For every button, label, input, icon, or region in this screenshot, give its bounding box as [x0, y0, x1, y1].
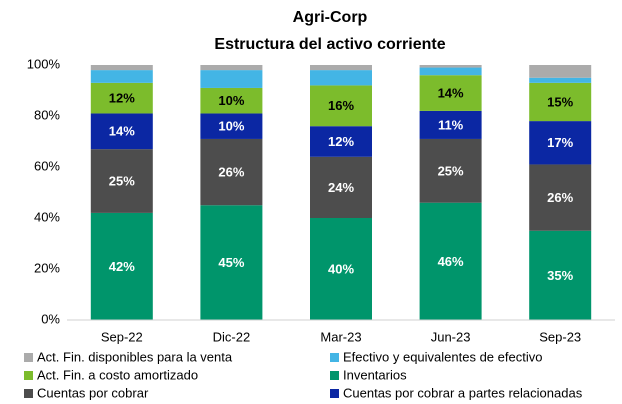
data-label: 16%	[328, 98, 354, 113]
y-tick-label: 100%	[27, 56, 61, 71]
y-tick-label: 20%	[34, 260, 60, 275]
y-tick-label: 80%	[34, 107, 60, 122]
data-label: 24%	[328, 180, 354, 195]
bar-segment	[419, 67, 482, 76]
bar-segment	[529, 77, 592, 83]
bar-segment	[90, 82, 153, 114]
data-label: 14%	[109, 124, 135, 139]
x-tick-label: Jun-23	[431, 329, 471, 344]
y-tick-label: 60%	[34, 158, 60, 173]
data-label: 10%	[218, 93, 244, 108]
bar-segment	[200, 138, 263, 206]
bar-segment	[529, 65, 592, 78]
data-label: 45%	[218, 255, 244, 270]
bar-segment	[90, 70, 153, 83]
bar-segment	[419, 138, 482, 203]
data-label: 10%	[218, 119, 244, 134]
legend-label: Cuentas por cobrar a partes relacionadas	[343, 385, 583, 400]
data-label: 25%	[109, 173, 135, 188]
chart-title: Agri-Corp	[293, 9, 368, 26]
data-label: 17%	[547, 135, 573, 150]
y-tick-label: 40%	[34, 209, 60, 224]
bar-segment	[310, 156, 372, 218]
data-label: 14%	[438, 85, 464, 100]
bar-segment	[90, 65, 153, 71]
y-tick-label: 0%	[41, 311, 60, 326]
bar-segment	[419, 65, 482, 68]
data-label: 46%	[438, 254, 464, 269]
bar-segment	[310, 65, 372, 71]
data-label: 12%	[328, 134, 354, 149]
data-label: 35%	[547, 268, 573, 283]
bar-segment	[200, 113, 263, 139]
data-label: 12%	[109, 91, 135, 106]
legend-swatch	[330, 389, 339, 398]
bar-segment	[419, 110, 482, 139]
bar-segment	[90, 212, 153, 320]
bar-segment	[529, 121, 592, 165]
legend-label: Inventarios	[343, 367, 407, 382]
legend-label: Act. Fin. a costo amortizado	[37, 367, 198, 382]
bar-segment	[310, 85, 372, 127]
legend-swatch	[24, 389, 33, 398]
legend-swatch	[24, 353, 33, 362]
x-tick-label: Sep-23	[539, 329, 581, 344]
bar-segment	[529, 164, 592, 231]
x-tick-label: Mar-23	[320, 329, 361, 344]
bar-segment	[200, 87, 263, 114]
legend-label: Act. Fin. disponibles para la venta	[37, 349, 233, 364]
data-label: 25%	[438, 163, 464, 178]
bar-segment	[419, 202, 482, 320]
legend-swatch	[330, 353, 339, 362]
data-label: 15%	[547, 94, 573, 109]
data-label: 11%	[438, 117, 464, 132]
data-label: 40%	[328, 261, 354, 276]
data-label: 26%	[547, 190, 573, 205]
legend-label: Efectivo y equivalentes de efectivo	[343, 349, 542, 364]
chart-subtitle: Estructura del activo corriente	[214, 36, 445, 53]
bar-segment	[310, 70, 372, 86]
bar-segment	[200, 65, 263, 71]
bar-segment	[310, 126, 372, 157]
data-label: 42%	[109, 259, 135, 274]
bar-segment	[310, 218, 372, 320]
bar-segment	[200, 205, 263, 320]
legend-label: Cuentas por cobrar	[37, 385, 149, 400]
legend-swatch	[24, 371, 33, 380]
x-tick-label: Dic-22	[213, 329, 251, 344]
bar-segment	[200, 70, 263, 88]
legend-swatch	[330, 371, 339, 380]
bar-segment	[529, 230, 592, 320]
data-label: 26%	[218, 165, 244, 180]
bar-segment	[90, 113, 153, 150]
bar-segment	[529, 82, 592, 122]
bar-segment	[419, 75, 482, 111]
bar-segment	[90, 149, 153, 213]
x-tick-label: Sep-22	[101, 329, 143, 344]
